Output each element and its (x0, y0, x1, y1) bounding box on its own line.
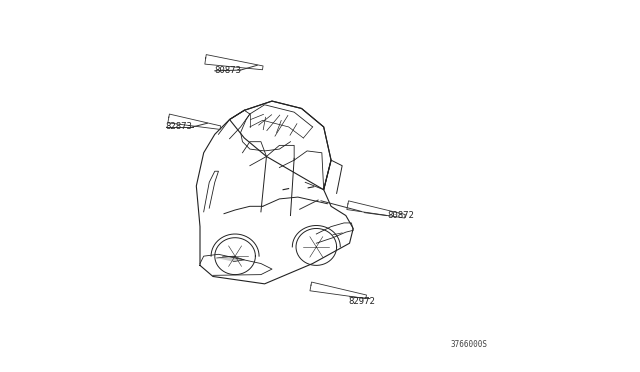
Text: 80872: 80872 (387, 211, 414, 220)
Text: 82873: 82873 (166, 122, 193, 131)
Text: 3766000S: 3766000S (451, 340, 488, 349)
Polygon shape (216, 256, 244, 262)
Text: 80873: 80873 (215, 66, 242, 75)
Text: 82972: 82972 (349, 297, 376, 306)
